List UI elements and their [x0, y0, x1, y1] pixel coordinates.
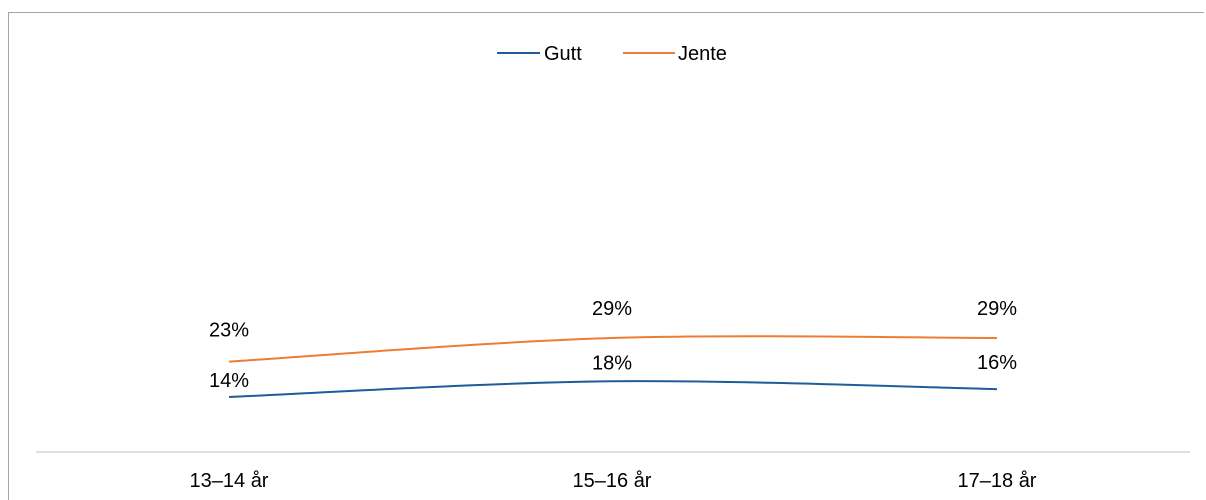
x-axis-ticks: 13–14 år 15–16 år 17–18 år: [190, 470, 1037, 492]
x-tick-label-2: 17–18 år: [958, 470, 1037, 492]
series-line-gutt: [228, 380, 998, 398]
series-layer: [228, 335, 998, 398]
data-label-gutt-2: 16%: [977, 352, 1017, 374]
legend-label-jente: Jente: [678, 43, 727, 65]
data-label-jente-0: 23%: [209, 320, 249, 342]
data-labels: 14% 18% 16% 23% 29% 29%: [209, 298, 1017, 392]
legend: Gutt Jente: [497, 43, 727, 65]
series-line-jente: [228, 335, 998, 363]
data-label-jente-2: 29%: [977, 298, 1017, 320]
data-label-gutt-1: 18%: [592, 352, 632, 374]
x-tick-label-1: 15–16 år: [573, 470, 652, 492]
data-label-gutt-0: 14%: [209, 370, 249, 392]
data-label-jente-1: 29%: [592, 298, 632, 320]
x-tick-label-0: 13–14 år: [190, 470, 269, 492]
chart-frame: [8, 12, 1204, 500]
legend-label-gutt: Gutt: [544, 43, 582, 65]
